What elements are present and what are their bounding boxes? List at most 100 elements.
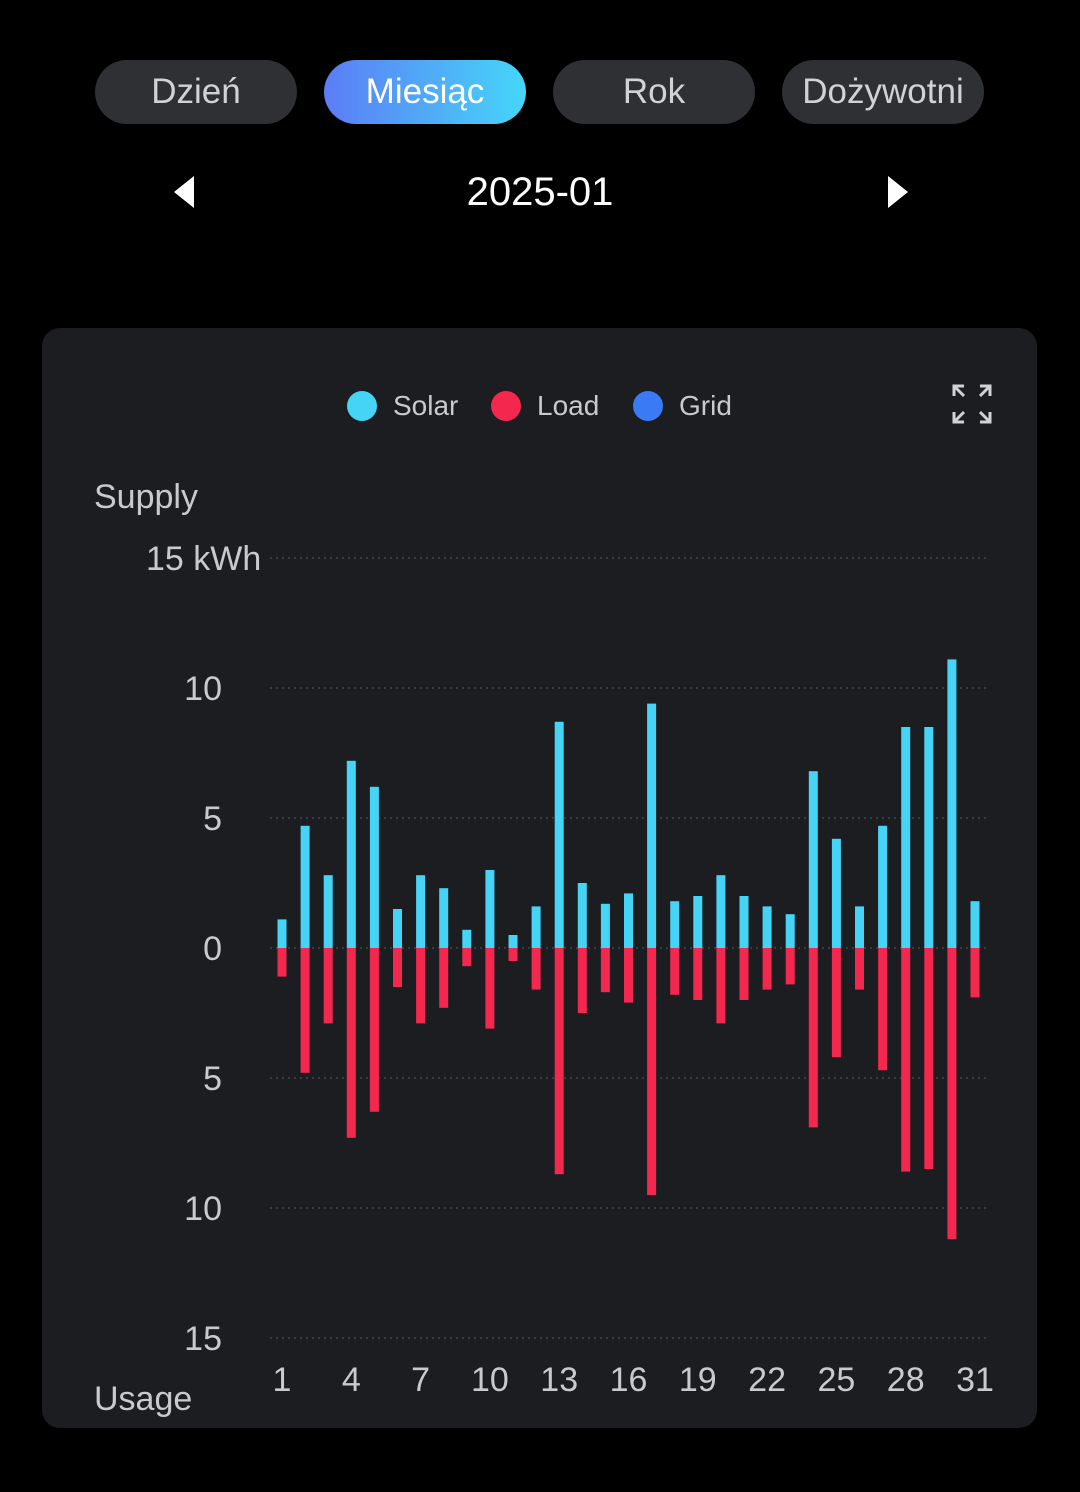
x-tick-label: 13 [540, 1361, 578, 1399]
previous-period-button[interactable] [174, 176, 194, 208]
load-bar[interactable] [485, 948, 495, 1029]
solar-bar[interactable] [878, 825, 888, 948]
y-tick-label: 5 [203, 1060, 222, 1098]
chart-card [42, 328, 1037, 1428]
solar-bar[interactable] [577, 883, 587, 948]
legend-load[interactable]: Load [491, 390, 599, 422]
x-tick-label: 1 [273, 1361, 292, 1399]
solar-bar[interactable] [554, 721, 564, 948]
solar-dot-icon [347, 391, 377, 421]
load-bar[interactable] [531, 948, 541, 990]
load-bar[interactable] [762, 948, 772, 990]
solar-bar[interactable] [808, 771, 818, 948]
solar-bar[interactable] [369, 786, 379, 948]
load-bar[interactable] [577, 948, 587, 1013]
x-tick-label: 4 [342, 1361, 361, 1399]
solar-bar[interactable] [439, 888, 449, 948]
y-label-usage: Usage [94, 1380, 192, 1418]
load-bar[interactable] [277, 948, 287, 977]
solar-bar[interactable] [762, 906, 772, 948]
solar-bar[interactable] [624, 893, 633, 948]
tab-lifetime[interactable]: Dożywotni [782, 60, 984, 124]
y-tick-label: 15 kWh [146, 540, 261, 578]
solar-bar[interactable] [901, 727, 911, 948]
legend-grid[interactable]: Grid [633, 390, 732, 422]
x-tick-label: 31 [956, 1361, 994, 1399]
load-bar[interactable] [554, 948, 564, 1175]
solar-bar[interactable] [739, 896, 749, 948]
load-bar[interactable] [393, 948, 402, 987]
tab-month[interactable]: Miesiąc [324, 60, 526, 124]
load-bar[interactable] [716, 948, 726, 1024]
x-tick-label: 28 [887, 1361, 925, 1399]
load-bar[interactable] [439, 948, 449, 1008]
load-bar[interactable] [508, 948, 518, 961]
load-bar[interactable] [855, 948, 864, 990]
load-bar[interactable] [462, 948, 472, 967]
solar-bar[interactable] [947, 659, 957, 948]
solar-bar[interactable] [346, 760, 356, 948]
tab-day[interactable]: Dzień [95, 60, 297, 124]
load-bar[interactable] [624, 948, 633, 1003]
solar-bar[interactable] [393, 909, 402, 948]
load-bar[interactable] [901, 948, 911, 1172]
x-tick-label: 10 [471, 1361, 509, 1399]
load-bar[interactable] [739, 948, 749, 1000]
y-tick-label: 10 [184, 670, 222, 708]
legend-label: Grid [679, 390, 732, 421]
solar-bar[interactable] [647, 703, 657, 948]
solar-bar[interactable] [485, 870, 495, 948]
solar-bar[interactable] [416, 875, 426, 948]
load-bar[interactable] [323, 948, 333, 1024]
load-bar[interactable] [831, 948, 841, 1058]
solar-bar[interactable] [508, 935, 518, 948]
load-bar[interactable] [670, 948, 680, 995]
solar-bar[interactable] [855, 906, 864, 948]
solar-bar[interactable] [462, 929, 472, 948]
next-period-button[interactable] [888, 176, 908, 208]
x-tick-label: 7 [411, 1361, 430, 1399]
load-bar[interactable] [970, 948, 980, 998]
x-tick-label: 19 [679, 1361, 717, 1399]
solar-bar[interactable] [970, 901, 980, 948]
x-tick-label: 22 [748, 1361, 786, 1399]
load-bar[interactable] [369, 948, 379, 1112]
y-tick-label: 15 [184, 1320, 222, 1358]
solar-bar[interactable] [924, 727, 934, 948]
solar-bar[interactable] [531, 906, 541, 948]
solar-bar[interactable] [716, 875, 726, 948]
load-bar[interactable] [346, 948, 356, 1138]
fullscreen-icon[interactable] [952, 384, 992, 424]
load-bar[interactable] [947, 948, 957, 1240]
load-bar[interactable] [808, 948, 818, 1128]
load-bar[interactable] [300, 948, 310, 1073]
load-bar[interactable] [924, 948, 934, 1169]
solar-bar[interactable] [323, 875, 333, 948]
solar-bar[interactable] [693, 896, 703, 948]
solar-bar[interactable] [600, 903, 610, 948]
solar-bar[interactable] [831, 838, 841, 948]
load-bar[interactable] [600, 948, 610, 993]
load-bar[interactable] [693, 948, 703, 1000]
grid-dot-icon [633, 391, 663, 421]
load-bar[interactable] [416, 948, 426, 1024]
load-bar[interactable] [647, 948, 657, 1195]
x-tick-label: 16 [610, 1361, 648, 1399]
legend-solar[interactable]: Solar [347, 390, 458, 422]
solar-bar[interactable] [670, 901, 680, 948]
solar-bar[interactable] [300, 825, 310, 948]
tab-year[interactable]: Rok [553, 60, 755, 124]
x-tick-label: 25 [817, 1361, 855, 1399]
y-tick-label: 0 [203, 930, 222, 968]
y-label-supply: Supply [94, 478, 198, 516]
load-bar[interactable] [785, 948, 795, 985]
period-label: 2025-01 [466, 170, 614, 214]
y-tick-label: 10 [184, 1190, 222, 1228]
load-dot-icon [491, 391, 521, 421]
load-bar[interactable] [878, 948, 888, 1071]
legend-label: Load [537, 390, 600, 421]
y-tick-label: 5 [203, 800, 222, 838]
solar-bar[interactable] [785, 914, 795, 948]
solar-bar[interactable] [277, 919, 287, 948]
